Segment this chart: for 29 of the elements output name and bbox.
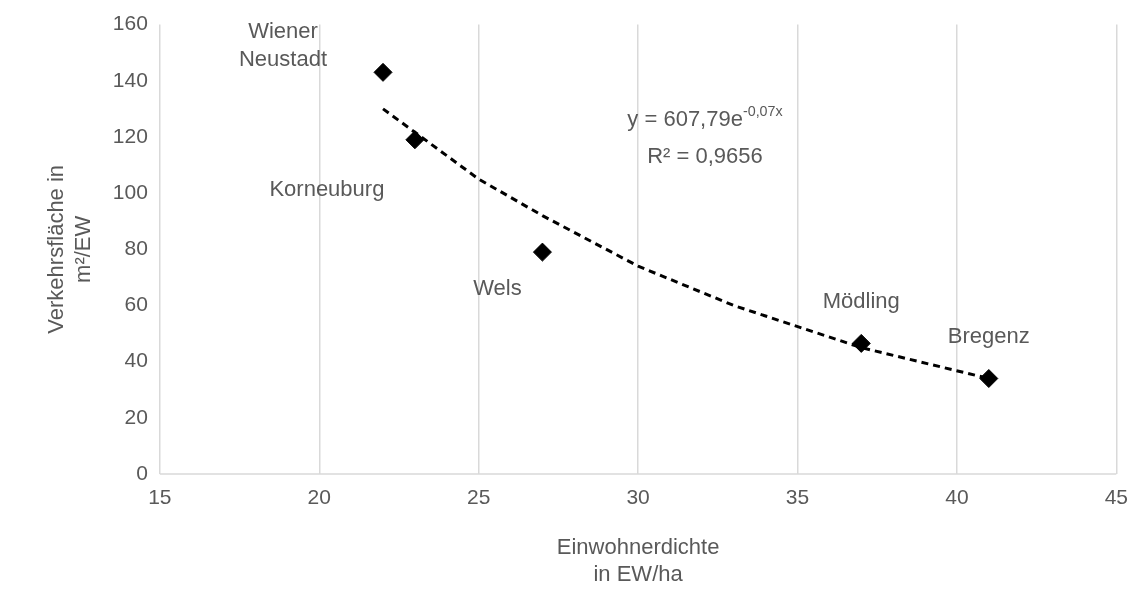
y-tick-label: 140 [112,67,148,91]
x-axis-title: Einwohnerdichte in EW/ha [556,534,720,586]
y-tick-label: 120 [112,123,148,147]
y-tick-label: 100 [112,179,148,203]
annotation: Mödling [822,288,900,314]
annotation: Wiener Neustadt [238,18,328,72]
x-tick-label: 20 [307,485,331,509]
point [979,369,999,388]
x-tick-label: 30 [626,485,650,509]
y-axis-title: Verkehrsfläche in m²/EW [43,164,95,334]
annotation: Korneuburg [269,175,385,201]
annotation: R² = 0,9656 [647,143,763,169]
y-tick-label: 80 [124,236,148,260]
point [532,242,552,262]
y-tick-label: 0 [136,460,148,484]
y-tick-label: 60 [124,292,148,316]
y-tick-label: 40 [124,348,148,372]
x-tick-label: 35 [785,485,810,509]
annotation: Wels [473,275,522,301]
x-tick-label: 25 [466,485,491,509]
point [851,333,871,353]
y-tick-label: 160 [112,11,148,35]
x-tick-label: 45 [1104,485,1128,509]
point [405,130,425,150]
point [373,62,393,82]
x-tick-label: 15 [148,485,172,509]
x-tick-label: 40 [945,485,969,509]
y-tick-label: 20 [124,404,148,428]
annotation: Bregenz [947,322,1030,348]
